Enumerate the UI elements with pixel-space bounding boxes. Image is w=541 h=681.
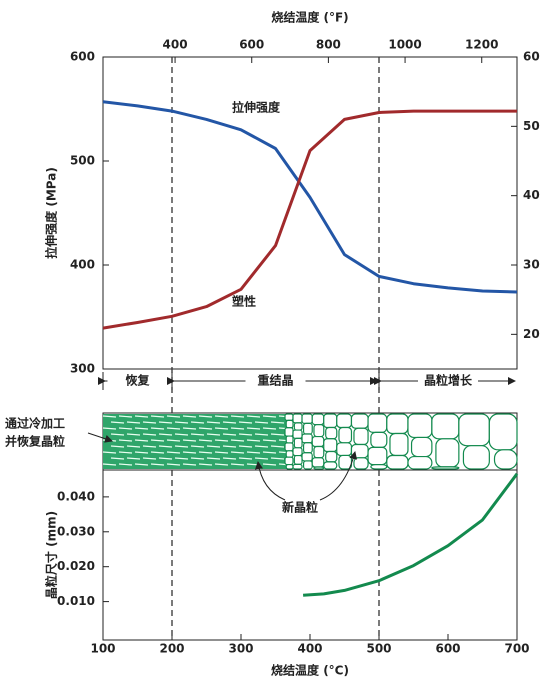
grain <box>324 439 337 452</box>
line <box>103 102 517 292</box>
grain <box>304 423 313 434</box>
x2-axis-title: 烧结温度 (°F) <box>271 10 348 25</box>
grain <box>293 464 302 469</box>
x2-tick-label: 800 <box>316 38 341 52</box>
y-tick-label: 500 <box>70 154 95 168</box>
grain <box>387 414 408 433</box>
grain <box>286 436 293 443</box>
grain <box>293 414 302 423</box>
grain <box>387 455 408 469</box>
grain <box>326 451 337 461</box>
y2-tick-label: 50 <box>523 119 540 133</box>
grain <box>354 458 368 469</box>
x-tick-label: 100 <box>90 642 115 656</box>
grain <box>432 467 459 469</box>
grain <box>337 443 352 456</box>
grain <box>312 414 324 425</box>
grain <box>371 465 387 469</box>
grain <box>489 414 517 450</box>
y-tick-label: 0.030 <box>57 524 95 538</box>
x2-tick-label: 1200 <box>465 38 498 52</box>
y-tick-label: 600 <box>70 50 95 64</box>
region-label: 晶粒增长 <box>424 373 473 388</box>
grain <box>390 433 408 455</box>
x-axis-title: 烧结温度 (°C) <box>271 663 349 678</box>
grain <box>285 457 293 464</box>
x2-tick-label: 1000 <box>388 38 421 52</box>
grain <box>286 451 293 457</box>
grain <box>304 443 313 453</box>
y-tick-label: 0.020 <box>57 559 95 573</box>
grain <box>354 428 368 444</box>
line <box>303 474 517 596</box>
grain <box>293 448 302 456</box>
annotation: 通过冷加工 <box>5 416 65 431</box>
grain <box>312 437 324 447</box>
y-tick-label: 300 <box>70 362 95 376</box>
grain <box>312 458 324 467</box>
grain <box>339 428 351 443</box>
grain <box>337 414 352 428</box>
grain <box>302 414 312 423</box>
y-axis-title: 晶粒尺寸 (mm) <box>44 511 59 599</box>
grain <box>495 450 517 469</box>
grain <box>324 414 337 428</box>
x-tick-label: 600 <box>435 642 460 656</box>
grain <box>368 447 387 464</box>
grain <box>294 456 302 465</box>
plot-frame <box>103 57 517 369</box>
region-label: 恢复 <box>125 373 150 388</box>
grain <box>459 414 489 446</box>
grain <box>304 461 313 469</box>
chart: 通过冷加工 并恢复晶粒 新晶粒 300 400 500 600 20 30 40 50 60 40… <box>0 0 541 681</box>
x-tick-label: 200 <box>159 642 184 656</box>
grain <box>302 434 312 443</box>
x-tick-label: 500 <box>366 642 391 656</box>
grain <box>432 414 459 439</box>
y2-tick-label: 30 <box>523 258 540 272</box>
plot-frame <box>103 470 517 640</box>
region-label: 重结晶 <box>257 373 293 388</box>
annotation: 并恢复晶粒 <box>5 434 65 449</box>
grain <box>294 423 302 430</box>
x-tick-label: 300 <box>228 642 253 656</box>
grain <box>285 428 293 436</box>
grain <box>285 414 293 420</box>
grain <box>408 457 432 469</box>
grain <box>286 465 293 469</box>
series-label: 塑性 <box>232 294 256 309</box>
x-tick-label: 400 <box>297 642 322 656</box>
grain <box>463 446 489 469</box>
grain <box>293 430 302 438</box>
grain <box>371 432 387 447</box>
x2-tick-label: 400 <box>163 38 188 52</box>
grain <box>326 428 337 439</box>
y2-tick-label: 40 <box>523 188 540 202</box>
grain <box>351 414 368 428</box>
grain <box>314 425 324 437</box>
grain <box>285 443 293 451</box>
grain <box>412 437 432 456</box>
y2-tick-label: 60 <box>523 50 540 64</box>
y2-tick-label: 20 <box>523 327 540 341</box>
x2-tick-label: 600 <box>239 38 264 52</box>
microstructure <box>103 413 517 470</box>
y-axis-title: 拉伸强度 (MPa) <box>44 167 59 259</box>
grain <box>436 439 459 467</box>
x-tick-label: 700 <box>504 642 529 656</box>
grain <box>314 446 324 457</box>
grain <box>368 414 387 432</box>
y-tick-label: 0.040 <box>57 489 95 503</box>
grain <box>302 453 312 461</box>
annotation: 新晶粒 <box>282 500 318 515</box>
line <box>103 111 517 328</box>
grain <box>314 467 324 469</box>
y-tick-label: 400 <box>70 258 95 272</box>
series-label: 拉伸强度 <box>232 100 281 115</box>
grain <box>324 462 337 469</box>
grain <box>294 438 302 447</box>
grain <box>408 414 432 437</box>
grain <box>286 420 293 427</box>
y-tick-label: 0.010 <box>57 594 95 608</box>
